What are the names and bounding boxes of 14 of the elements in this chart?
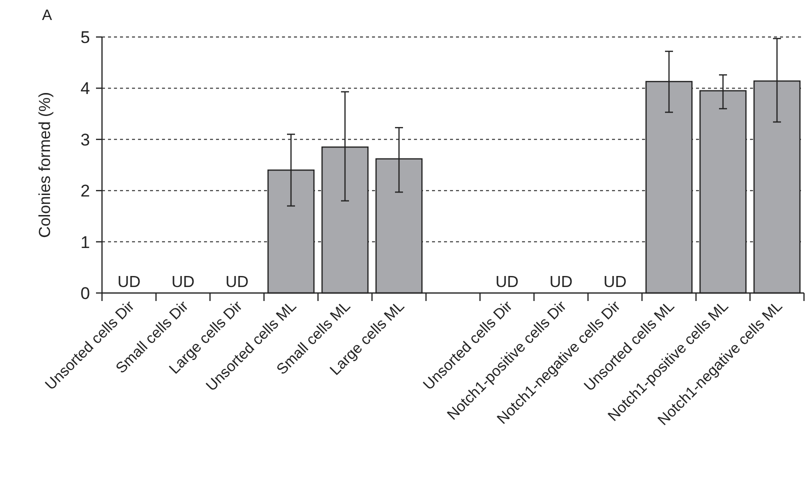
data-label: UD <box>225 274 249 291</box>
y-tick-label: 2 <box>80 182 90 201</box>
y-axis-title: Colonies formed (%) <box>37 92 54 238</box>
data-label: UD <box>117 274 141 291</box>
y-tick-label: 1 <box>80 232 90 252</box>
data-label: UD <box>171 274 195 291</box>
y-tick-label: 4 <box>80 79 90 98</box>
data-label: UD <box>603 274 627 291</box>
y-tick-label: 5 <box>80 28 90 47</box>
text: A <box>42 7 52 24</box>
data-label: UD <box>549 274 573 291</box>
data-label: UD <box>495 274 519 291</box>
y-tick-label: 0 <box>80 284 90 303</box>
y-tick-label: 3 <box>80 130 90 150</box>
